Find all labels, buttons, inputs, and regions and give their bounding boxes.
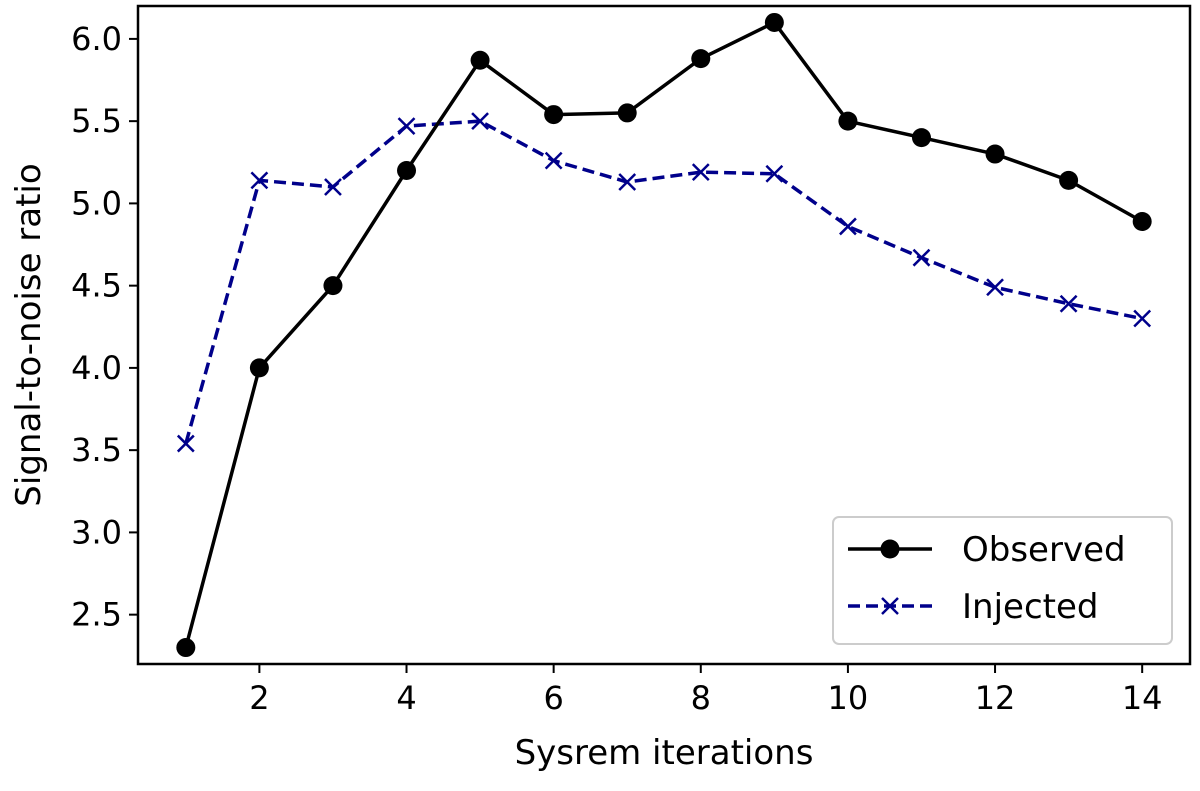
legend-label-injected: Injected (962, 587, 1098, 627)
point-injected-5 (471, 112, 489, 131)
legend-label-observed: Observed (962, 530, 1126, 570)
point-injected-7 (618, 173, 637, 191)
point-observed-10 (838, 111, 858, 131)
x-tick-label-6: 6 (543, 679, 563, 717)
point-injected-8 (691, 163, 710, 182)
point-observed-8 (691, 49, 711, 69)
y-tick-label-3-0: 3.0 (71, 513, 122, 551)
point-injected-3 (324, 178, 342, 196)
y-tick-label-3-5: 3.5 (71, 431, 122, 469)
point-injected-12 (986, 278, 1004, 297)
point-injected-10 (839, 217, 857, 236)
point-injected-14 (1133, 309, 1152, 328)
y-tick-label-4-0: 4.0 (71, 349, 122, 387)
point-observed-3 (323, 276, 343, 296)
point-injected-1 (176, 434, 195, 453)
point-observed-2 (249, 358, 269, 378)
point-observed-7 (617, 103, 637, 123)
point-observed-1 (176, 638, 196, 658)
point-observed-14 (1132, 211, 1152, 231)
x-tick-label-12: 12 (975, 679, 1016, 717)
point-observed-11 (911, 128, 931, 148)
point-injected-9 (765, 164, 784, 183)
y-tick-label-4-5: 4.5 (71, 267, 122, 305)
point-observed-9 (764, 12, 784, 32)
axes-layer: 2 4 6 8 10 12 14 2.5 3.0 3.5 4.0 4.5 5.0 5.5 6.0 (71, 20, 1162, 717)
y-axis-label: Signal-to-noise ratio (9, 163, 49, 506)
legend-marker-observed (880, 539, 900, 559)
point-observed-4 (397, 161, 417, 180)
x-tick-label-4: 4 (396, 679, 416, 717)
x-tick-label-8: 8 (691, 679, 711, 717)
x-tick-label-10: 10 (828, 679, 869, 717)
point-observed-12 (985, 144, 1005, 164)
point-observed-6 (544, 105, 564, 125)
point-injected-2 (250, 171, 269, 190)
plot-frame (136, 4, 1192, 666)
x-axis-label: Sysrem iterations (515, 733, 814, 773)
point-injected-4 (397, 117, 416, 135)
y-tick-label-6-0: 6.0 (71, 20, 122, 58)
point-observed-5 (470, 50, 490, 70)
point-injected-13 (1059, 294, 1078, 313)
legend-marker-injected (881, 597, 899, 615)
point-observed-13 (1059, 170, 1079, 190)
point-injected-11 (912, 248, 931, 267)
x-tick-label-2: 2 (249, 679, 269, 717)
series-layer (176, 12, 1152, 658)
point-injected-6 (544, 151, 563, 170)
y-tick-label-5-0: 5.0 (71, 184, 122, 222)
series-line-injected (184, 119, 1143, 445)
series-line-observed (184, 20, 1144, 648)
y-tick-label-2-5: 2.5 (71, 596, 122, 634)
legend: Observed Injected (832, 516, 1173, 645)
y-tick-label-5-5: 5.5 (71, 102, 122, 140)
x-tick-label-14: 14 (1122, 679, 1163, 717)
